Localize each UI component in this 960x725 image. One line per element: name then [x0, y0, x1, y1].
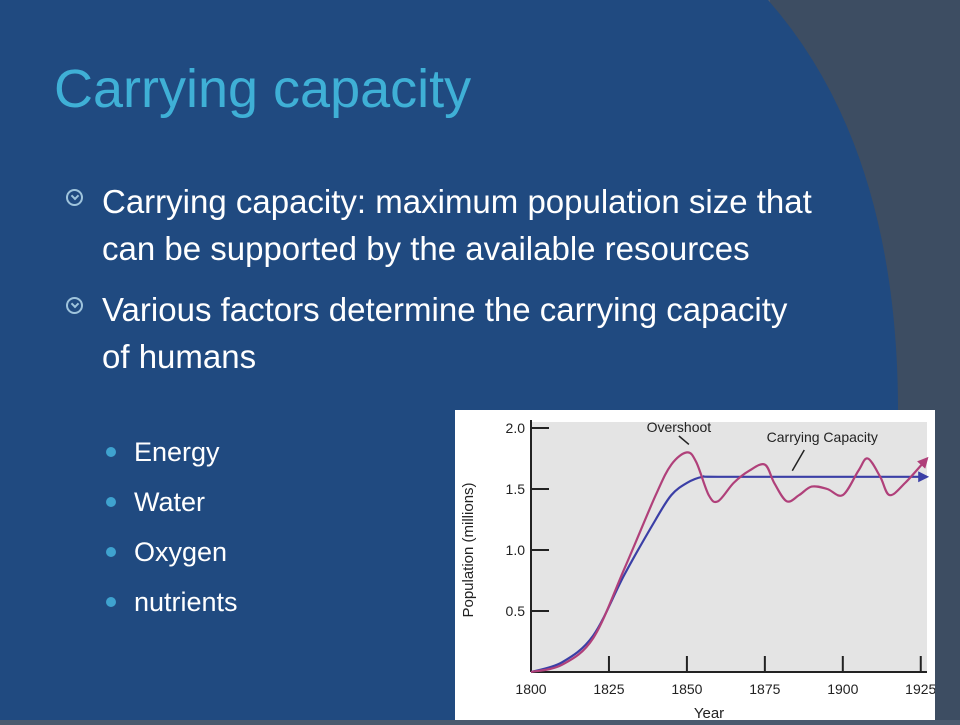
- subbullet-item: Oxygen: [104, 532, 238, 582]
- subbullet-text: Water: [134, 487, 206, 517]
- series-line-1: [530, 451, 929, 674]
- y-tick-label: 1.5: [506, 481, 526, 497]
- slide-title: Carrying capacity: [54, 59, 472, 119]
- subbullet-item: nutrients: [104, 582, 238, 632]
- x-tick-label: 1850: [671, 681, 702, 697]
- subbullet-list: Energy Water Oxygen nutrients: [104, 432, 238, 632]
- x-tick-label: 1875: [749, 681, 780, 697]
- bullet-dot-icon: [106, 597, 116, 607]
- x-tick-label: 1825: [593, 681, 624, 697]
- y-tick-label: 0.5: [506, 603, 526, 619]
- bullet-dot-icon: [106, 497, 116, 507]
- x-tick-label: 1900: [827, 681, 858, 697]
- y-axis-label: Population (millions): [460, 482, 477, 617]
- y-tick-label: 2.0: [506, 420, 526, 436]
- bullet-list: Carrying capacity: maximum population si…: [62, 178, 822, 394]
- subbullet-text: nutrients: [134, 587, 238, 617]
- bullet-text: Various factors determine the carrying c…: [102, 291, 788, 375]
- annotation-carrying-capacity: Carrying Capacity: [767, 429, 878, 445]
- subbullet-text: Energy: [134, 437, 220, 467]
- y-tick-label: 1.0: [506, 542, 526, 558]
- bullet-dot-icon: [106, 547, 116, 557]
- subbullet-text: Oxygen: [134, 537, 228, 567]
- bullet-marker-icon: [66, 297, 83, 314]
- bullet-marker-icon: [66, 189, 83, 206]
- series-line-0: [530, 471, 930, 674]
- subbullet-item: Energy: [104, 432, 238, 482]
- x-tick-label: 1800: [515, 681, 546, 697]
- annotation-leader: [678, 435, 690, 445]
- population-chart: 0.5 1.0 1.5 2.0 1800 1825 1850 1875 1900 1925 Year…: [460, 419, 937, 722]
- subbullet-item: Water: [104, 482, 238, 532]
- bullet-carrying-capacity: Carrying capacity: maximum population si…: [62, 178, 822, 272]
- chart-panel: 0.5 1.0 1.5 2.0 1800 1825 1850 1875 1900 1925 Year…: [455, 410, 937, 722]
- annotation-leader: [791, 449, 805, 472]
- x-tick-label: 1925: [905, 681, 935, 697]
- bullet-dot-icon: [106, 447, 116, 457]
- bullet-text: Carrying capacity: maximum population si…: [102, 183, 812, 267]
- x-axis-label: Year: [694, 705, 724, 720]
- annotation-overshoot: Overshoot: [647, 419, 712, 435]
- bullet-factors: Various factors determine the carrying c…: [62, 286, 822, 380]
